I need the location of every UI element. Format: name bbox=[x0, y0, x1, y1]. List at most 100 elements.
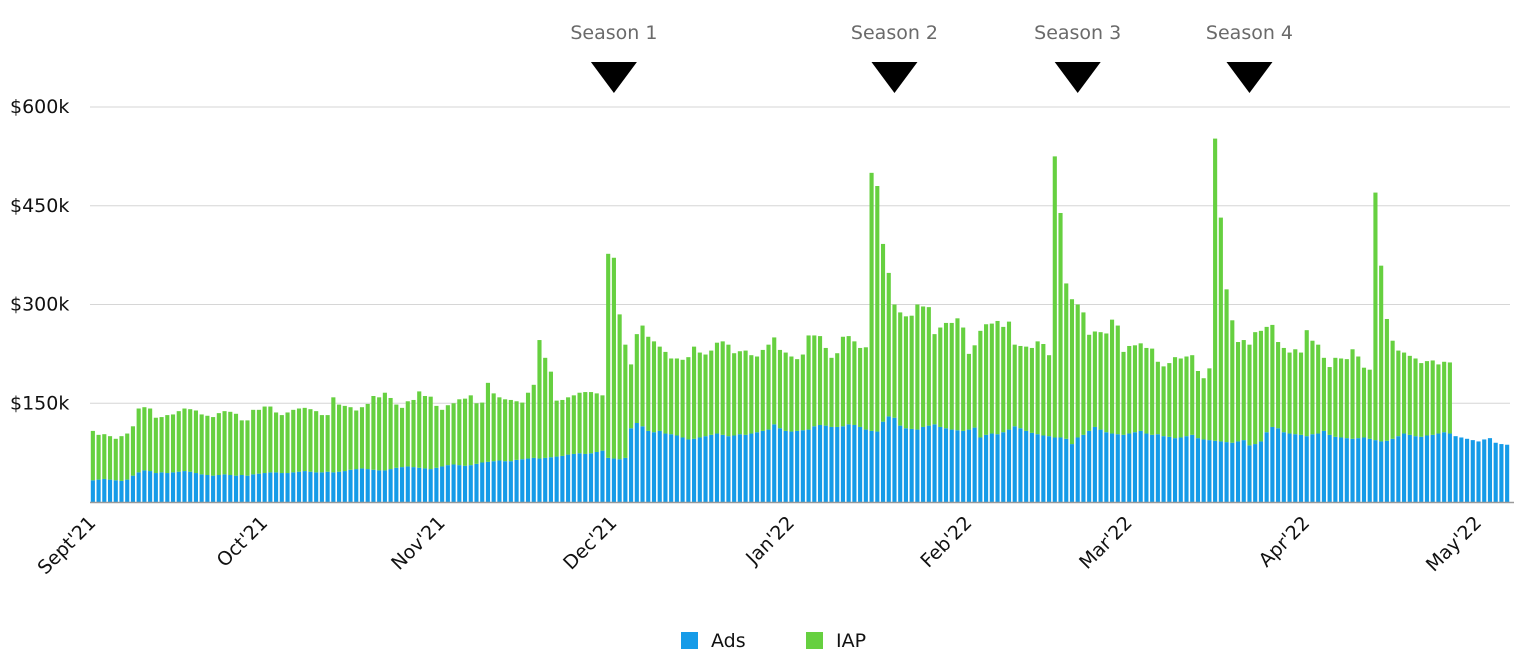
bar-iap bbox=[1018, 345, 1023, 429]
bar-ads bbox=[1373, 440, 1378, 502]
bar-iap bbox=[829, 357, 834, 427]
bar-iap bbox=[302, 407, 307, 472]
bar-iap bbox=[216, 413, 221, 476]
bar-ads bbox=[176, 471, 181, 502]
bar-iap bbox=[1190, 355, 1195, 435]
bar-ads bbox=[1247, 445, 1252, 502]
bar-iap bbox=[531, 384, 536, 458]
bar-iap bbox=[1075, 304, 1080, 438]
bar-iap bbox=[846, 336, 851, 425]
bar-ads bbox=[1029, 432, 1034, 502]
bar-ads bbox=[1402, 433, 1407, 502]
bar-iap bbox=[113, 438, 118, 481]
bar-iap bbox=[354, 410, 359, 470]
bar-iap bbox=[1396, 350, 1401, 437]
legend-swatch bbox=[806, 632, 823, 649]
bar-iap bbox=[1224, 289, 1229, 443]
bar-ads bbox=[125, 479, 130, 502]
bar-iap bbox=[193, 410, 198, 474]
bar-iap bbox=[159, 417, 164, 473]
bar-iap bbox=[1121, 351, 1126, 435]
bar-ads bbox=[422, 468, 428, 502]
bar-ads bbox=[1235, 441, 1241, 502]
bar-iap bbox=[153, 417, 158, 474]
bar-ads bbox=[674, 435, 679, 502]
bar-ads bbox=[462, 465, 468, 502]
bar-iap bbox=[817, 336, 823, 425]
bar-iap bbox=[1047, 355, 1052, 437]
x-tick-label: Feb'22 bbox=[916, 512, 976, 572]
bar-iap bbox=[903, 316, 908, 429]
bar-ads bbox=[594, 451, 599, 502]
bar-ads bbox=[1253, 444, 1258, 502]
bar-ads bbox=[880, 421, 886, 502]
bar-ads bbox=[1459, 437, 1464, 502]
bar-ads bbox=[1104, 432, 1109, 502]
bar-iap bbox=[1293, 349, 1298, 435]
bar-ads bbox=[1476, 441, 1481, 502]
bar-iap bbox=[588, 392, 594, 454]
bar-ads bbox=[1001, 432, 1006, 502]
bar-ads bbox=[520, 459, 525, 502]
bar-ads bbox=[686, 439, 691, 502]
bar-iap bbox=[1087, 334, 1092, 431]
bar-ads bbox=[1505, 444, 1510, 502]
bar-iap bbox=[102, 434, 107, 479]
bar-iap bbox=[199, 414, 204, 475]
down-triangle-icon bbox=[590, 62, 637, 93]
bar-iap bbox=[474, 403, 479, 464]
bar-iap bbox=[1281, 347, 1286, 433]
bar-ads bbox=[296, 471, 302, 502]
bar-ads bbox=[308, 471, 313, 502]
bar-iap bbox=[600, 395, 605, 451]
bar-ads bbox=[228, 475, 233, 502]
bar-ads bbox=[268, 472, 273, 502]
bar-iap bbox=[571, 395, 576, 454]
bar-ads bbox=[840, 426, 846, 502]
bar-ads bbox=[170, 472, 176, 502]
bar-iap bbox=[1356, 356, 1361, 439]
x-tick-label: Apr'22 bbox=[1255, 512, 1315, 572]
bar-ads bbox=[1098, 429, 1103, 502]
bar-ads bbox=[1069, 444, 1075, 502]
bar-iap bbox=[1064, 283, 1069, 439]
bar-ads bbox=[102, 478, 107, 502]
bar-iap bbox=[1304, 330, 1309, 437]
bar-ads bbox=[491, 461, 496, 502]
bar-iap bbox=[508, 399, 513, 462]
bar-ads bbox=[961, 430, 966, 502]
bar-ads bbox=[1092, 426, 1097, 502]
bar-ads bbox=[371, 469, 376, 502]
bar-iap bbox=[359, 407, 365, 469]
bar-ads bbox=[1047, 436, 1052, 502]
bar-iap bbox=[1213, 138, 1218, 441]
season-marker-label: Season 3 bbox=[1034, 22, 1121, 44]
bar-iap bbox=[503, 399, 508, 462]
bar-iap bbox=[1361, 367, 1367, 438]
bar-ads bbox=[354, 469, 359, 502]
bar-iap bbox=[480, 402, 485, 463]
bar-iap bbox=[1333, 357, 1338, 437]
bar-ads bbox=[1155, 434, 1160, 502]
bar-ads bbox=[548, 457, 553, 502]
bar-ads bbox=[256, 473, 261, 502]
bar-ads bbox=[1172, 438, 1178, 502]
bar-ads bbox=[1258, 441, 1263, 502]
bar-iap bbox=[148, 408, 153, 472]
bar-ads bbox=[291, 472, 296, 502]
bar-iap bbox=[623, 344, 628, 458]
bar-ads bbox=[1006, 429, 1012, 502]
bar-ads bbox=[846, 424, 851, 502]
bar-iap bbox=[1115, 325, 1120, 435]
bar-ads bbox=[388, 469, 393, 502]
bar-ads bbox=[611, 458, 616, 502]
bar-ads bbox=[1024, 430, 1029, 502]
bar-ads bbox=[772, 424, 777, 502]
bar-iap bbox=[1447, 362, 1452, 434]
bar-iap bbox=[90, 430, 95, 481]
bar-ads bbox=[709, 434, 714, 502]
bar-ads bbox=[680, 437, 685, 502]
bar-ads bbox=[800, 430, 805, 502]
bar-iap bbox=[1384, 318, 1389, 441]
bar-ads bbox=[852, 424, 857, 502]
